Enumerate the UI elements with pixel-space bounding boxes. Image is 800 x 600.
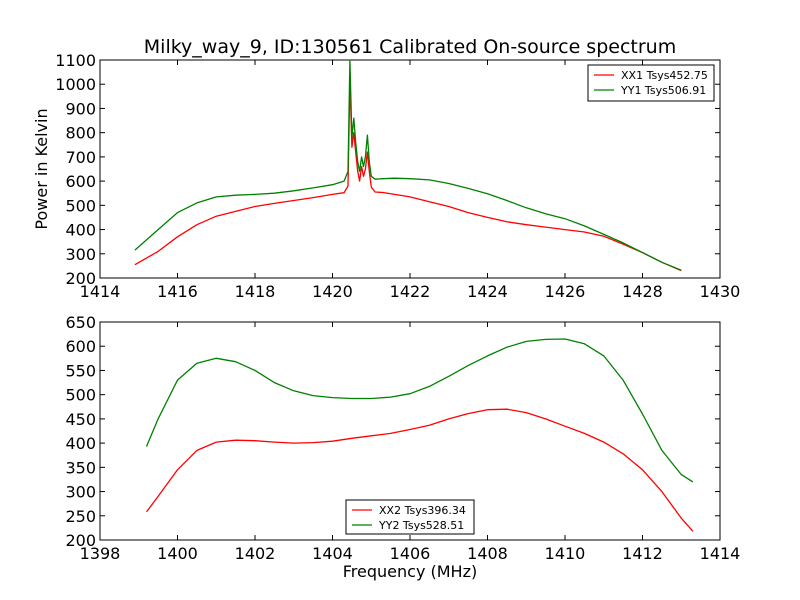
- bottom-series-group: [145, 338, 694, 532]
- top-y-tick-label: 900: [65, 99, 96, 118]
- bottom-series-line-1: [145, 408, 694, 532]
- bottom-x-tick-label: 1414: [700, 544, 741, 563]
- bottom-x-tick-label: 1406: [390, 544, 431, 563]
- bottom-y-tick-label: 450: [65, 410, 96, 429]
- bottom-y-tick-label: 200: [65, 531, 96, 550]
- top-x-tick-label: 1420: [312, 282, 353, 301]
- bottom-x-tick-label: 1408: [467, 544, 508, 563]
- top-legend: XX1 Tsys452.75 YY1 Tsys506.91: [587, 64, 715, 102]
- top-y-tick-label: 1000: [55, 75, 96, 94]
- top-series-group: [134, 59, 682, 272]
- bottom-x-tick-label: 1398: [80, 544, 121, 563]
- top-series-line-2: [134, 59, 682, 271]
- bottom-y-tick-label: 600: [65, 337, 96, 356]
- top-y-tick-label: 200: [65, 269, 96, 288]
- top-y-tick-label: 600: [65, 172, 96, 191]
- bottom-x-tick-label: 1410: [545, 544, 586, 563]
- top-x-tick-label: 1422: [390, 282, 431, 301]
- top-legend-box: [587, 64, 715, 102]
- bottom-y-tick-label: 300: [65, 483, 96, 502]
- top-y-tick-label: 400: [65, 221, 96, 240]
- top-legend-label-2: YY1 Tsys506.91: [620, 84, 706, 97]
- y-axis-label: Power in Kelvin: [32, 108, 51, 229]
- bottom-y-tick-label: 250: [65, 507, 96, 526]
- bottom-x-tick-label: 1402: [235, 544, 276, 563]
- bottom-ticks: 1398 1400 1402 1404 1406 1408 1410 1412 1414 200 2…: [65, 313, 740, 563]
- top-y-tick-label: 1100: [55, 51, 96, 70]
- top-x-tick-label: 1416: [157, 282, 198, 301]
- top-x-tick-label: 1426: [545, 282, 586, 301]
- top-panel: 1414 1416 1418 1420 1422 1424 1426 1428 1430 200 3…: [55, 51, 740, 301]
- top-legend-label-1: XX1 Tsys452.75: [621, 69, 708, 82]
- top-y-tick-label: 300: [65, 245, 96, 264]
- x-axis-label: Frequency (MHz): [343, 562, 477, 581]
- top-x-tick-label: 1424: [467, 282, 508, 301]
- top-y-tick-label: 800: [65, 124, 96, 143]
- bottom-y-tick-label: 350: [65, 458, 96, 477]
- bottom-legend-box: [345, 499, 475, 535]
- top-y-tick-label: 500: [65, 196, 96, 215]
- bottom-legend: XX2 Tsys396.34 YY2 Tsys528.51: [345, 499, 475, 535]
- top-x-tick-label: 1430: [700, 282, 741, 301]
- top-x-tick-label: 1428: [622, 282, 663, 301]
- top-series-line-1: [134, 78, 682, 272]
- chart-title: Milky_way_9, ID:130561 Calibrated On-sou…: [144, 36, 676, 58]
- bottom-legend-label-1: XX2 Tsys396.34: [379, 504, 466, 517]
- top-ticks: 1414 1416 1418 1420 1422 1424 1426 1428 1430 200 3…: [55, 51, 740, 301]
- bottom-x-tick-label: 1412: [622, 544, 663, 563]
- top-x-tick-label: 1414: [80, 282, 121, 301]
- bottom-x-tick-label: 1404: [312, 544, 353, 563]
- bottom-legend-label-2: YY2 Tsys528.51: [378, 519, 464, 532]
- top-x-tick-label: 1418: [235, 282, 276, 301]
- bottom-y-tick-label: 550: [65, 361, 96, 380]
- bottom-series-line-2: [145, 338, 694, 483]
- top-y-tick-label: 700: [65, 148, 96, 167]
- bottom-panel: 1398 1400 1402 1404 1406 1408 1410 1412 1414 200 2…: [65, 313, 740, 563]
- bottom-y-tick-label: 650: [65, 313, 96, 332]
- bottom-x-tick-label: 1400: [157, 544, 198, 563]
- bottom-y-tick-label: 500: [65, 386, 96, 405]
- bottom-y-tick-label: 400: [65, 434, 96, 453]
